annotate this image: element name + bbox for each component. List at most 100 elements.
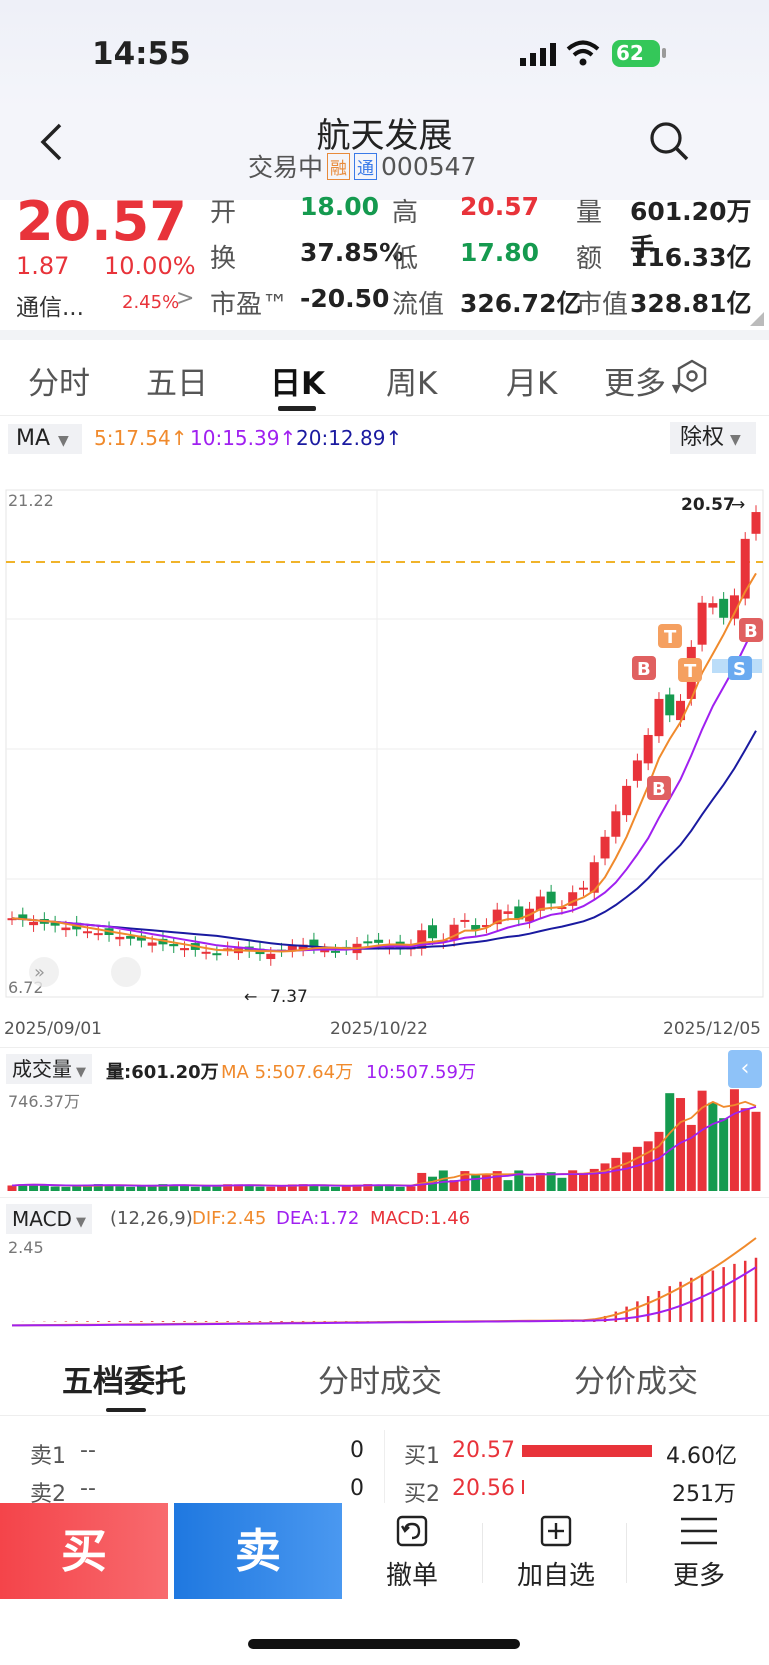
volume-bar [72,1185,82,1191]
sector-pct[interactable]: 2.45% [122,292,180,313]
volume-bar [686,1124,696,1191]
volume-bar [535,1172,545,1191]
candle-body [611,811,621,837]
clock: 14:55 [92,36,191,72]
candle-body [82,931,92,934]
buy-marker-label: B [652,779,666,800]
buy-marker[interactable] [632,656,656,680]
volume-bar [320,1186,330,1191]
candle-body [180,948,190,951]
cancel-order-label: 撤单 [385,1561,438,1591]
volume-selector[interactable]: 成交量 ▼ [6,1054,92,1084]
buy-marker[interactable] [647,776,671,800]
tab-order-book[interactable]: 五档委托 [62,1364,186,1400]
volume-bar [212,1185,222,1191]
expand-corner-icon[interactable] [750,312,764,326]
tab-price-trades[interactable]: 分价成交 [574,1364,698,1400]
restore-icon[interactable] [111,957,141,987]
volume-bar [460,1171,470,1191]
candle-body [287,945,297,951]
bid1-volume: 4.60亿 [666,1444,737,1469]
sell-marker-label: S [733,659,746,680]
volume-bar [363,1184,373,1191]
volume-bar [665,1093,675,1191]
candle-body [61,927,71,931]
t-marker-label: T [684,661,697,682]
tab-3[interactable]: 周K [386,366,438,402]
double-chevron-icon[interactable]: » [34,962,45,983]
candle-body [578,887,588,890]
volume-bar [751,1111,761,1191]
buy-marker-label: B [637,659,651,680]
tab-5[interactable]: 更多 ▾ [604,366,681,402]
tab-2[interactable]: 日K [270,366,326,402]
quote-field-label: 市值 [576,290,629,320]
candle-body [719,598,729,618]
search-icon[interactable] [648,120,690,162]
tab-1[interactable]: 五日 [146,366,208,402]
candle-body [169,944,179,947]
dea-line [12,1266,757,1327]
cancel-order-button[interactable]: 撤单 [352,1513,472,1593]
volume-bar [115,1186,125,1191]
adjust-selector[interactable]: 除权 ▼ [670,422,756,454]
macd-value: MACD:1.46 [370,1208,471,1229]
tab-0[interactable]: 分时 [28,366,90,402]
candle-body [492,909,502,925]
candle-body [384,946,394,949]
volume-bar [568,1170,578,1191]
candle-body [708,603,718,608]
volume-bar [632,1146,642,1191]
ask2-volume: 0 [350,1476,364,1501]
volume-bar [676,1098,686,1191]
collapse-panel-icon[interactable]: ‹ [728,1050,762,1088]
more-button[interactable]: 更多 [640,1513,758,1593]
buy-marker[interactable] [739,618,763,642]
candle-body [136,935,146,941]
quote-field-value: 17.80 [460,238,540,267]
quote-field-label: 流值 [392,290,445,320]
active-tab-indicator [106,1408,146,1412]
volume-max-label: 746.37万 [8,1092,80,1111]
candle-body [535,896,545,911]
add-watchlist-button[interactable]: 加自选 [496,1513,616,1593]
sell-marker[interactable] [728,656,752,680]
date-label: 2025/12/05 [663,1019,761,1039]
candle-body [363,941,373,944]
ma10-line [11,622,757,952]
kline-chart[interactable]: 21.22 6.72 20.57 → ← 7.37 2025/09/01 202… [0,462,769,1047]
ma-selector[interactable]: MA ▼ [8,424,82,454]
volume-bar [611,1157,621,1191]
t-marker[interactable] [658,624,682,648]
expand-left-icon[interactable] [29,957,59,987]
bottom-bar: 买 卖 撤单 加自选 更多 [0,1503,769,1665]
back-icon[interactable] [36,122,66,162]
quote-field-value: -20.50 [300,284,390,313]
ask2-label: 卖2 [30,1482,66,1506]
ask1-volume: 0 [350,1438,364,1463]
settings-icon[interactable] [674,358,710,398]
sell-button[interactable]: 卖 [174,1503,342,1599]
chevron-right-icon[interactable]: > [176,286,195,311]
order-tabs: 五档委托 分时成交 分价成交 [0,1342,769,1416]
quote-field-label: 换 [210,244,237,274]
t-marker[interactable] [678,658,702,682]
add-watchlist-label: 加自选 [516,1561,595,1591]
margin-badge: 融 [327,152,351,180]
candle-body [471,925,481,930]
candle-body [514,906,524,920]
status-bar: 14:55 62 [0,0,769,110]
candle-body [568,892,578,906]
sector-name[interactable]: 通信... [16,295,84,321]
kline-frame [5,489,764,998]
volume-bar [729,1089,739,1191]
candle-body [697,602,707,645]
volume-value: 量:601.20万 [106,1062,219,1083]
macd-selector[interactable]: MACD ▼ [6,1204,92,1234]
tab-4[interactable]: 月K [506,366,558,402]
candle-body [320,950,330,953]
macd-bars [21,1257,758,1322]
candle-body [503,911,513,914]
buy-button[interactable]: 买 [0,1503,168,1599]
tab-tick-trades[interactable]: 分时成交 [318,1364,442,1400]
